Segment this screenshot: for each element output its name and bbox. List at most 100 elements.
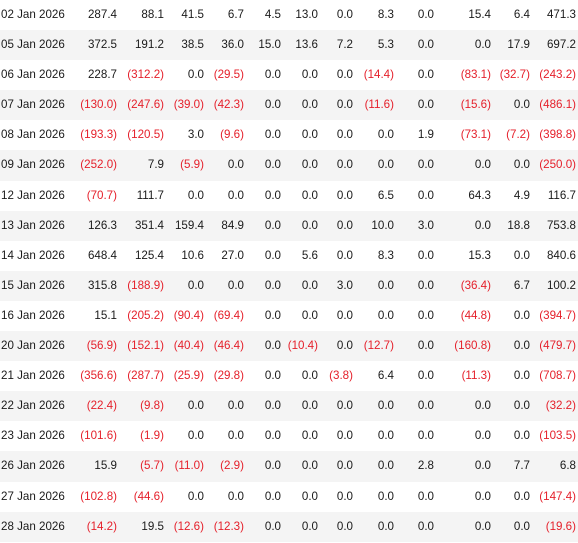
table-row: 02 Jan 2026 287.4 88.1 41.5 6.7 4.5 13.0 0.0 8.3… [0, 0, 578, 30]
value-cell: 0.0 [474, 399, 491, 413]
value-cell: (10.4) [287, 339, 318, 353]
value-cell: (25.9) [173, 369, 204, 383]
value-cell: 753.8 [546, 218, 576, 232]
value-cell: 228.7 [87, 68, 117, 82]
row-date: 06 Jan 2026 [1, 68, 65, 82]
value-cell: 0.0 [301, 158, 318, 172]
value-cell: (486.1) [539, 98, 576, 112]
value-cell: 19.5 [141, 519, 164, 533]
value-cell: (12.6) [173, 519, 204, 533]
value-cell: (252.0) [80, 158, 117, 172]
value-cell: (101.6) [80, 429, 117, 443]
value-cell: (102.8) [80, 489, 117, 503]
value-cell: 0.0 [301, 429, 318, 443]
value-cell: (2.9) [220, 459, 244, 473]
value-cell: 0.0 [417, 429, 434, 443]
value-cell: 6.4 [377, 369, 394, 383]
row-date: 07 Jan 2026 [1, 98, 65, 112]
value-cell: (44.6) [133, 489, 164, 503]
value-cell: (42.3) [213, 98, 244, 112]
value-cell: 0.0 [417, 98, 434, 112]
value-cell: (708.7) [539, 369, 576, 383]
value-cell: 0.0 [187, 429, 204, 443]
table-row: 27 Jan 2026 (102.8) (44.6) 0.0 0.0 0.0 0.0 0.0 0… [0, 482, 578, 512]
table-row: 20 Jan 2026 (56.9) (152.1) (40.4) (46.4) 0.0 (… [0, 331, 578, 362]
value-cell: 6.7 [227, 8, 244, 21]
value-cell: 0.0 [336, 8, 353, 21]
value-cell: (15.6) [460, 98, 491, 112]
value-cell: 5.6 [301, 248, 318, 262]
value-cell: 3.0 [187, 128, 204, 142]
value-cell: 0.0 [417, 158, 434, 172]
table-row: 16 Jan 2026 15.1 (205.2) (90.4) (69.4) 0.0 0.0… [0, 301, 578, 331]
value-cell: (7.2) [506, 128, 530, 142]
value-cell: 64.3 [468, 188, 491, 202]
value-cell: 0.0 [513, 158, 530, 172]
table-row: 15 Jan 2026 315.8 (188.9) 0.0 0.0 0.0 0.0 3.0 0.… [0, 270, 578, 301]
value-cell: (44.8) [460, 308, 491, 322]
value-cell: 0.0 [301, 278, 318, 292]
value-cell: 0.0 [336, 399, 353, 413]
value-cell: (14.4) [363, 68, 394, 82]
table-row: 21 Jan 2026 (356.6) (287.7) (25.9) (29.8) 0.0… [0, 361, 578, 391]
value-cell: 0.0 [301, 519, 318, 533]
row-date: 26 Jan 2026 [1, 459, 65, 473]
value-cell: (394.7) [539, 308, 576, 322]
value-cell: 15.3 [468, 248, 491, 262]
value-cell: 0.0 [301, 68, 318, 82]
value-cell: 0.0 [187, 278, 204, 292]
value-cell: 0.0 [264, 158, 281, 172]
value-cell: 0.0 [377, 459, 394, 473]
value-cell: 0.0 [377, 278, 394, 292]
value-cell: 351.4 [134, 218, 164, 232]
value-cell: 372.5 [87, 38, 117, 52]
value-cell: 0.0 [417, 68, 434, 82]
value-cell: 0.0 [377, 429, 394, 443]
row-date: 15 Jan 2026 [1, 278, 65, 292]
value-cell: 0.0 [301, 218, 318, 232]
row-date: 09 Jan 2026 [1, 158, 65, 172]
value-cell: 100.2 [546, 278, 576, 292]
value-cell: (479.7) [539, 339, 576, 353]
row-date: 16 Jan 2026 [1, 308, 65, 322]
table-row: 08 Jan 2026 (193.3) (120.5) 3.0 (9.6) 0.0 0.0 0… [0, 120, 578, 150]
value-cell: 0.0 [474, 218, 491, 232]
value-cell: (1.9) [140, 429, 164, 443]
value-cell: (398.8) [539, 128, 576, 142]
row-date: 22 Jan 2026 [1, 399, 65, 413]
value-cell: 3.0 [417, 218, 434, 232]
value-cell: 4.9 [513, 188, 530, 202]
value-cell: 0.0 [264, 519, 281, 533]
value-cell: 7.9 [147, 158, 164, 172]
value-cell: 2.8 [417, 459, 434, 473]
value-cell: 3.0 [336, 278, 353, 292]
value-cell: (312.2) [127, 68, 164, 82]
value-cell: 15.4 [468, 8, 491, 21]
value-cell: (11.6) [364, 98, 394, 112]
value-cell: (11.0) [174, 459, 204, 473]
value-cell: 0.0 [264, 308, 281, 322]
row-date: 02 Jan 2026 [1, 8, 65, 21]
value-cell: (5.7) [140, 459, 164, 473]
value-cell: 126.3 [87, 218, 117, 232]
value-cell: (90.4) [173, 308, 204, 322]
row-date: 23 Jan 2026 [1, 429, 65, 443]
value-cell: 0.0 [336, 128, 353, 142]
value-cell: (152.1) [127, 339, 164, 353]
row-date: 27 Jan 2026 [1, 489, 65, 503]
value-cell: 88.1 [141, 8, 164, 21]
row-date: 21 Jan 2026 [1, 369, 65, 383]
table-row: 13 Jan 2026 126.3 351.4 159.4 84.9 0.0 0.0 0.0 1… [0, 210, 578, 241]
value-cell: 0.0 [474, 489, 491, 503]
value-cell: (12.3) [213, 519, 244, 533]
value-cell: (130.0) [80, 98, 117, 112]
value-cell: 36.0 [221, 38, 244, 52]
value-cell: 840.6 [546, 248, 576, 262]
value-cell: (9.8) [140, 399, 164, 413]
value-cell: 697.2 [546, 38, 576, 52]
value-cell: 0.0 [336, 339, 353, 353]
value-cell: 159.4 [174, 218, 204, 232]
value-cell: (56.9) [86, 339, 117, 353]
value-cell: 10.0 [371, 218, 394, 232]
row-date: 28 Jan 2026 [1, 519, 65, 533]
